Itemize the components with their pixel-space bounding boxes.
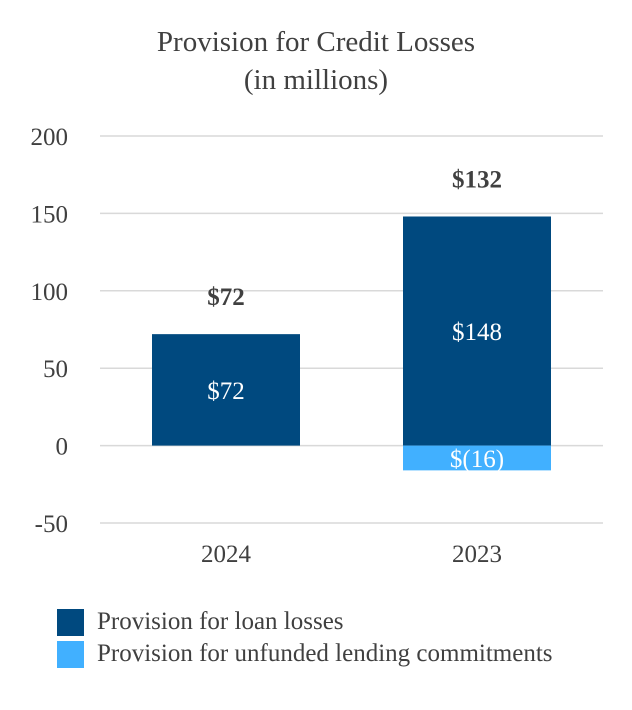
legend-item-loan-losses: Provision for loan losses xyxy=(57,606,553,638)
data-label-2023-series-0: $148 xyxy=(452,319,502,346)
x-tick-label-2024: 2024 xyxy=(201,541,252,568)
chart-subtitle: (in millions) xyxy=(243,64,389,96)
bar-2024-series-0 xyxy=(152,334,300,446)
bar-2023-series-0 xyxy=(403,216,551,446)
y-tick-label: 150 xyxy=(31,201,69,228)
legend-item-unfunded-commitments: Provision for unfunded lending commitmen… xyxy=(57,638,553,670)
y-tick-label: -50 xyxy=(35,511,68,538)
bar-chart: -50 0 50 100 150 200 $72 $72 2024 $148 $(16) $132 20… xyxy=(31,124,603,568)
x-tick-label-2023: 2023 xyxy=(452,541,502,568)
bar-2023-series-1 xyxy=(403,445,551,471)
legend-label-unfunded-commitments: Provision for unfunded lending commitmen… xyxy=(97,640,553,667)
legend-swatch-unfunded-commitments xyxy=(57,640,84,668)
data-label-2024-series-0: $72 xyxy=(207,378,245,405)
legend-swatch-loan-losses xyxy=(57,608,84,636)
y-tick-label: 100 xyxy=(31,279,69,306)
y-tick-label: 0 xyxy=(56,434,69,461)
legend-label-loan-losses: Provision for loan losses xyxy=(97,608,344,635)
chart-title: Provision for Credit Losses xyxy=(156,26,476,58)
y-tick-label: 200 xyxy=(31,124,69,151)
data-label-2023-series-1: $(16) xyxy=(450,446,504,473)
legend: Provision for loan losses Provision for … xyxy=(57,606,553,670)
y-tick-label: 50 xyxy=(43,356,68,383)
total-label-2023: $132 xyxy=(452,166,502,193)
total-label-2024: $72 xyxy=(207,284,245,311)
